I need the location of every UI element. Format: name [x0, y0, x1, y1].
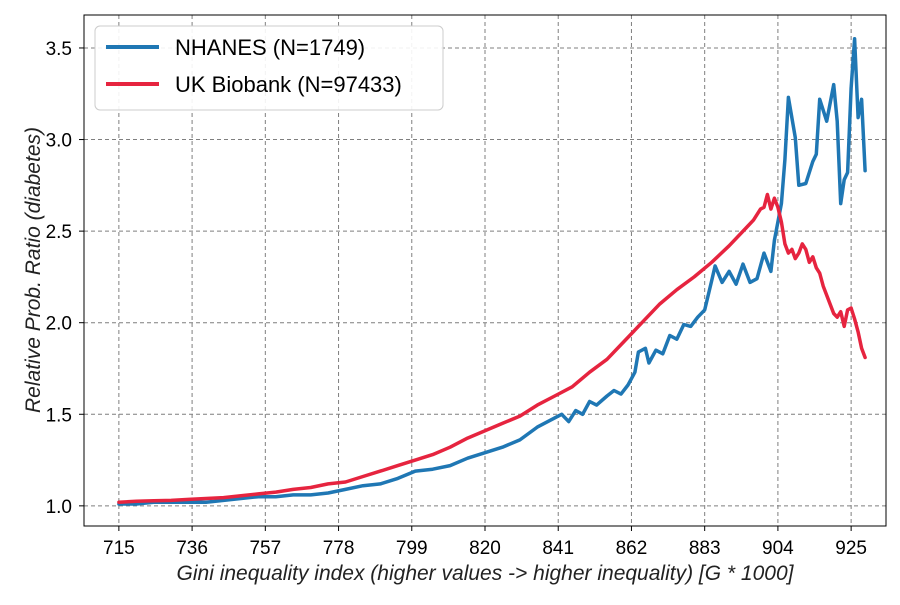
y-tick-label: 3.0 [46, 131, 72, 152]
y-tick-label: 1.0 [46, 497, 72, 518]
x-axis-label: Gini inequality index (higher values -> … [177, 562, 795, 585]
legend-box [94, 25, 444, 111]
tick-labels: 715 736 757 778 799 820 841 862 883 904 925 1.0 1.5 2… [46, 39, 867, 559]
legend-label-uk-biobank: UK Biobank (N=97433) [175, 72, 402, 97]
legend-label-nhanes: NHANES (N=1749) [175, 35, 365, 60]
legend: NHANES (N=1749) UK Biobank (N=97433) [94, 25, 444, 111]
y-tick-label: 1.5 [46, 405, 72, 426]
y-tick-label: 2.5 [46, 222, 72, 243]
x-tick-label: 862 [616, 538, 648, 559]
x-tick-label: 820 [469, 538, 501, 559]
x-tick-label: 883 [689, 538, 721, 559]
x-tick-label: 757 [249, 538, 281, 559]
series-line-nhanes [117, 37, 867, 506]
x-tick-label: 925 [835, 538, 867, 559]
y-tick-label: 2.0 [46, 314, 72, 335]
x-tick-label: 778 [323, 538, 355, 559]
x-tick-label: 715 [103, 538, 135, 559]
x-tick-label: 736 [176, 538, 208, 559]
y-axis-label: Relative Prob. Ratio (diabetes) [22, 127, 45, 413]
series-lines [117, 37, 867, 506]
x-tick-label: 841 [542, 538, 574, 559]
x-tick-label: 799 [396, 538, 428, 559]
x-tick-label: 904 [762, 538, 794, 559]
series-line-uk-biobank [117, 192, 867, 504]
y-tick-label: 3.5 [46, 39, 72, 60]
